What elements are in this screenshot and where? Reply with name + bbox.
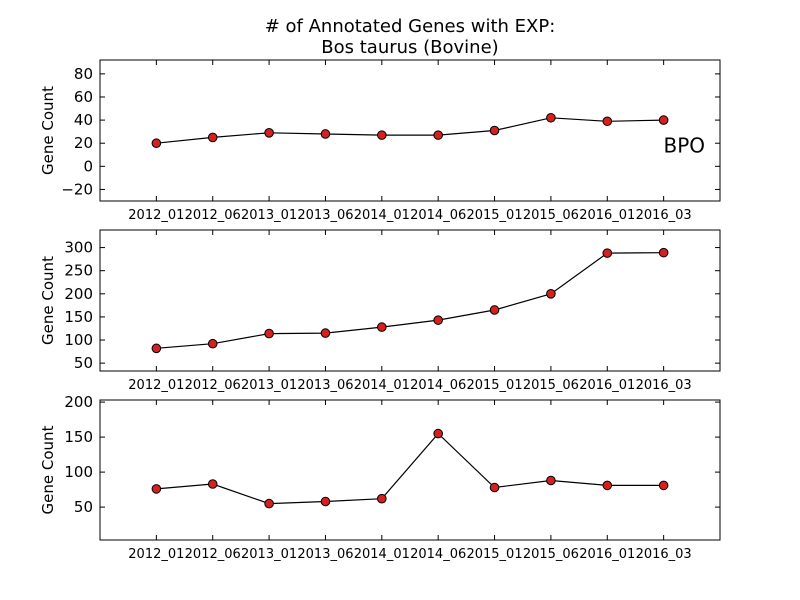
y-tick-label: 50 [74,354,93,372]
data-point [658,247,669,258]
x-tick-label: 2015_06 [523,378,579,393]
subplot-1: −20 0 20 40 60 80 2012_01 2012_06 2013_01 2013_06… [39,59,721,223]
y-axis-label: Gene Count [39,86,57,175]
data-point [433,315,443,325]
x-tick-label: 2014_06 [410,208,466,223]
data-point [489,305,500,315]
x-tick-label: 2016_03 [636,378,692,393]
data-point [658,480,669,491]
data-point [264,128,274,138]
data-point [207,338,218,349]
x-tick-label: 2016_03 [636,547,692,562]
y-tick-label: 60 [74,88,93,106]
data-point [320,496,331,507]
data-point [489,482,500,493]
data-point [489,125,500,136]
x-tick-label: 2016_01 [579,208,635,223]
x-tick-label: 2015_01 [466,378,522,393]
data-point [264,328,274,339]
data-point [433,428,443,439]
data-point [207,479,218,489]
y-tick-label: 0 [83,157,93,175]
y-axis-label: Gene Count [39,425,57,514]
y-tick-label: 150 [64,308,93,326]
x-tick-label: 2014_01 [354,208,410,223]
data-point [151,484,162,494]
data-point [433,130,443,140]
data-point [377,493,387,504]
data-point [546,475,556,486]
x-tick-label: 2014_01 [354,547,410,562]
x-tick-label: 2012_06 [185,208,241,223]
x-tick-label: 2015_01 [466,547,522,562]
data-point [546,288,556,299]
series-line [156,117,664,144]
y-tick-label: −20 [61,180,93,198]
panel-annotation: BPO [663,133,705,157]
x-tick-label: 2013_06 [297,208,353,223]
y-tick-label: 100 [64,463,93,481]
x-tick-label: 2014_06 [410,547,466,562]
y-tick-label: 40 [74,111,93,129]
x-tick-label: 2015_06 [523,208,579,223]
data-point [546,112,556,123]
y-tick-label: 20 [74,134,93,152]
x-tick-label: 2013_01 [241,208,297,223]
data-point [377,130,387,140]
data-point [658,115,669,125]
x-tick-label: 2016_01 [579,378,635,393]
x-tick-label: 2016_03 [636,208,692,223]
series-line [156,252,664,349]
y-tick-label: 200 [64,285,93,303]
y-axis-label: Gene Count [39,256,57,345]
data-point [320,328,331,338]
y-tick-label: 150 [64,428,93,446]
x-tick-label: 2013_06 [297,547,353,562]
data-point [151,138,162,149]
data-point [602,480,613,491]
x-tick-label: 2016_01 [579,547,635,562]
axes-frame [99,229,721,372]
y-tick-label: 100 [64,331,93,349]
x-tick-label: 2015_06 [523,547,579,562]
x-tick-label: 2013_01 [241,547,297,562]
x-tick-label: 2012_01 [128,378,184,393]
x-tick-label: 2014_06 [410,378,466,393]
x-tick-label: 2012_01 [128,208,184,223]
x-tick-label: 2012_06 [185,547,241,562]
x-tick-label: 2015_01 [466,208,522,223]
data-point [320,129,331,139]
x-tick-label: 2013_01 [241,378,297,393]
x-tick-label: 2012_06 [185,378,241,393]
data-point [377,322,387,332]
y-tick-label: 300 [64,239,93,257]
axes-frame [99,59,721,202]
x-tick-label: 2013_06 [297,378,353,393]
y-tick-label: 200 [64,393,93,411]
chart-title-line1: # of Annotated Genes with EXP: [265,16,556,37]
data-point [207,132,218,143]
y-tick-label: 50 [74,498,93,516]
y-tick-label: 80 [74,65,93,83]
data-point [151,343,162,354]
data-point [602,116,613,127]
y-tick-label: 250 [64,262,93,280]
x-tick-label: 2014_01 [354,378,410,393]
chart-title-line2: Bos taurus (Bovine) [321,37,498,58]
x-tick-label: 2012_01 [128,547,184,562]
series-line [156,432,664,505]
data-point [264,498,274,509]
axes-frame [99,399,721,541]
data-point [602,248,613,258]
